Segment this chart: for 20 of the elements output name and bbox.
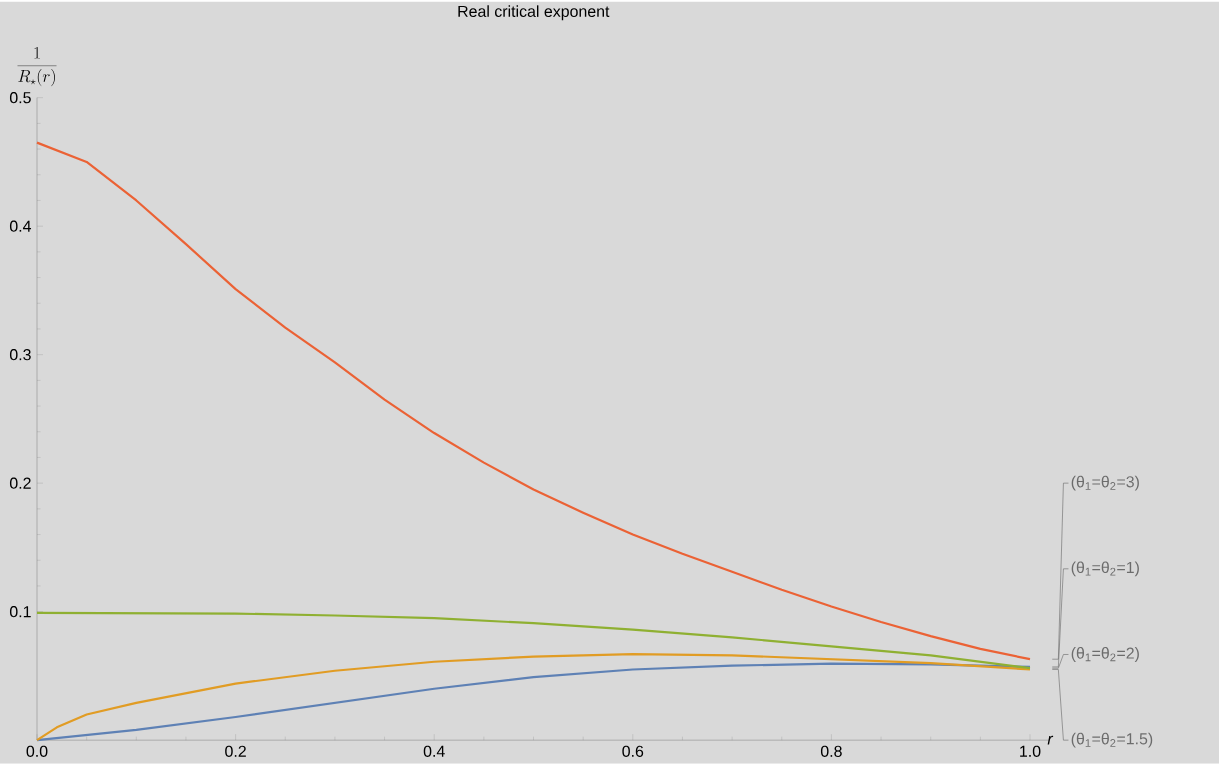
line-series [35, 612, 1032, 670]
y-tick-label: 0.2 [9, 477, 31, 489]
x-tick-label: 0.8 [820, 745, 842, 758]
line-series [35, 141, 1032, 661]
text: (θ$_{1}$=θ$_{2}$=1.5) [1071, 732, 1153, 748]
x-tick-label: 0.2 [225, 745, 246, 758]
text: (θ$_{1}$=θ$_{2}$=2) [1071, 647, 1139, 663]
chart-title: Real critical exponent [458, 5, 610, 21]
x-tick-label: 0.0 [26, 745, 48, 758]
x-axis-title: r [1047, 736, 1054, 745]
x-tick-label: 0.4 [423, 745, 445, 758]
text: (θ$_{1}$=θ$_{2}$=1) [1071, 561, 1139, 577]
x-tick-label: 1.0 [1020, 745, 1041, 758]
x-tick-label: 0.6 [622, 745, 644, 758]
y-tick-label: 0.5 [9, 92, 31, 104]
text: (θ$_{1}$=θ$_{2}$=3) [1071, 475, 1139, 491]
y-tick-label: 0.1 [9, 606, 31, 618]
y-tick-label: 0.3 [9, 349, 31, 361]
y-tick-label: 0.4 [9, 220, 32, 232]
y-axis-title: $\frac{1}{R_{\star}(r)}$ [17, 47, 57, 87]
